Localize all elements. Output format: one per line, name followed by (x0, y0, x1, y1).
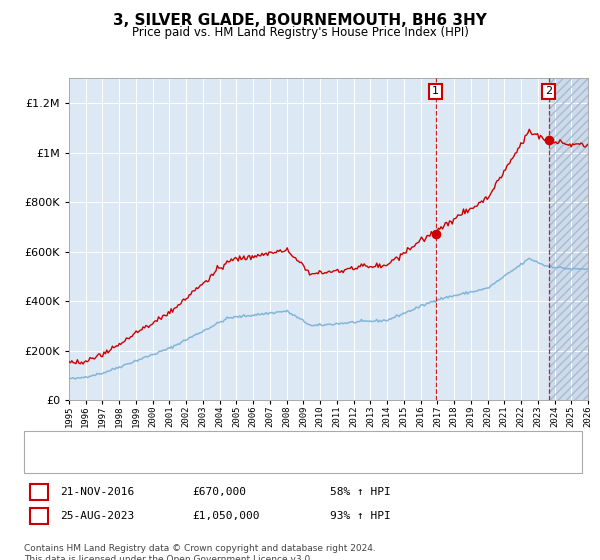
Text: 3, SILVER GLADE, BOURNEMOUTH, BH6 3HY (detached house): 3, SILVER GLADE, BOURNEMOUTH, BH6 3HY (d… (81, 437, 422, 447)
Text: 2: 2 (35, 511, 43, 521)
Bar (548, 78, 588, 400)
Text: 58% ↑ HPI: 58% ↑ HPI (330, 487, 391, 497)
Text: 93% ↑ HPI: 93% ↑ HPI (330, 511, 391, 521)
Text: £670,000: £670,000 (192, 487, 246, 497)
Text: Contains HM Land Registry data © Crown copyright and database right 2024.
This d: Contains HM Land Registry data © Crown c… (24, 544, 376, 560)
Bar (548, 78, 588, 400)
Text: 21-NOV-2016: 21-NOV-2016 (60, 487, 134, 497)
Text: 2: 2 (545, 86, 552, 96)
Text: £1,050,000: £1,050,000 (192, 511, 260, 521)
Text: HPI: Average price, detached house, Bournemouth Christchurch and Poole: HPI: Average price, detached house, Bour… (81, 457, 487, 467)
Text: 1: 1 (35, 487, 43, 497)
Text: Price paid vs. HM Land Registry's House Price Index (HPI): Price paid vs. HM Land Registry's House … (131, 26, 469, 39)
Text: 3, SILVER GLADE, BOURNEMOUTH, BH6 3HY: 3, SILVER GLADE, BOURNEMOUTH, BH6 3HY (113, 13, 487, 27)
Text: 1: 1 (432, 86, 439, 96)
Text: 25-AUG-2023: 25-AUG-2023 (60, 511, 134, 521)
